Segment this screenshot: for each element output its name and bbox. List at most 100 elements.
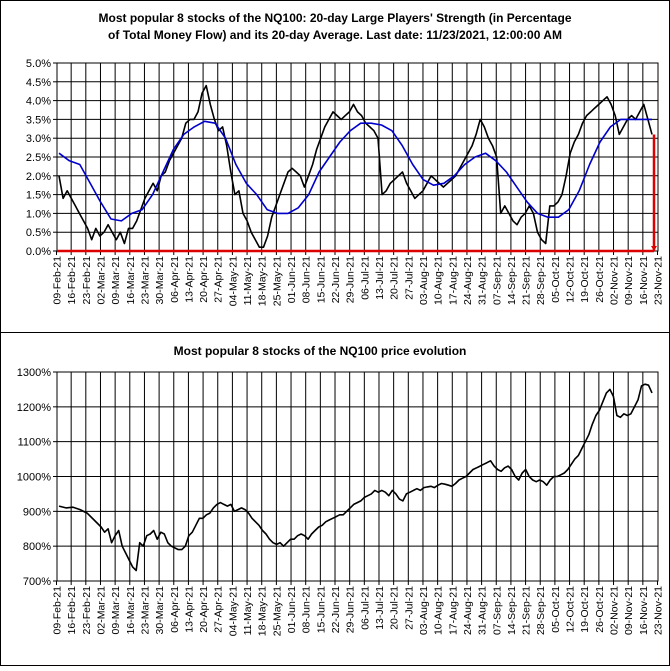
x-tick-label: 20-Jul-21	[389, 256, 401, 300]
x-tick-label: 18-May-21	[257, 256, 269, 306]
price-gridlines	[53, 371, 658, 585]
x-tick-label: 02-Mar-21	[95, 586, 107, 635]
x-tick-label: 04-May-21	[227, 586, 239, 636]
x-tick-label: 09-Feb-21	[52, 586, 64, 635]
y-tick-label: 1200%	[17, 402, 51, 414]
y-tick-label: 1.0%	[26, 208, 51, 220]
x-tick-label: 13-Jul-21	[374, 256, 386, 300]
y-tick-label: 5.0%	[26, 58, 51, 70]
x-tick-label: 15-Jun-21	[315, 256, 327, 303]
x-tick-label: 06-Apr-21	[169, 586, 181, 633]
y-tick-label: 2.5%	[26, 152, 51, 164]
y-tick-label: 1300%	[17, 367, 51, 379]
x-tick-label: 17-Aug-21	[447, 586, 459, 635]
x-tick-label: 16-Feb-21	[66, 586, 78, 635]
x-tick-label: 23-Mar-21	[139, 256, 151, 305]
x-tick-label: 16-Mar-21	[125, 586, 137, 635]
x-tick-label: 30-Mar-21	[154, 256, 166, 305]
x-tick-label: 23-Feb-21	[81, 586, 93, 635]
x-tick-label: 12-Oct-21	[565, 256, 577, 303]
x-tick-label: 19-Oct-21	[579, 256, 591, 303]
x-tick-label: 16-Mar-21	[125, 256, 137, 305]
price-chart: 700% 800% 900% 1000% 1100% 1200% 1300% 09-Feb-…	[17, 367, 665, 636]
x-tick-label: 20-Jul-21	[389, 586, 401, 630]
price-x-tick-labels: 09-Feb-21 16-Feb-21 23-Feb-21 02-Mar-21 09-M…	[52, 586, 665, 636]
series-line-price	[58, 383, 653, 572]
x-tick-label: 19-Oct-21	[579, 586, 591, 633]
x-tick-label: 29-Jun-21	[345, 256, 357, 303]
x-tick-label: 11-May-21	[242, 256, 254, 306]
x-tick-label: 03-Aug-21	[418, 586, 430, 635]
x-tick-label: 06-Jul-21	[359, 256, 371, 300]
x-tick-label: 17-Aug-21	[447, 256, 459, 305]
y-tick-label: 1.5%	[26, 190, 51, 202]
x-tick-label: 21-Sep-21	[521, 586, 533, 635]
x-tick-label: 05-Oct-21	[550, 586, 562, 633]
x-tick-label: 08-Jun-21	[301, 256, 313, 303]
x-tick-label: 24-Aug-21	[462, 586, 474, 635]
x-tick-label: 11-May-21	[242, 586, 254, 636]
x-tick-label: 02-Mar-21	[95, 256, 107, 305]
chart1-title-line1: Most popular 8 stocks of the NQ100: 20-d…	[99, 11, 572, 25]
strength-y-tick-labels: 0.0% 0.5% 1.0% 1.5% 2.0% 2.5% 3.0% 3.5% 4.0% 4.5%…	[26, 58, 51, 258]
x-tick-label: 16-Nov-21	[638, 586, 650, 635]
x-tick-label: 15-Jun-21	[315, 586, 327, 633]
y-tick-label: 2.0%	[26, 171, 51, 183]
y-tick-label: 1100%	[18, 437, 52, 449]
x-tick-label: 23-Mar-21	[139, 586, 151, 635]
y-tick-label: 1000%	[17, 472, 51, 484]
x-tick-label: 07-Sep-21	[491, 586, 503, 635]
x-tick-label: 20-Apr-21	[198, 586, 210, 633]
x-tick-label: 09-Feb-21	[52, 256, 64, 305]
x-tick-label: 22-Jun-21	[330, 256, 342, 303]
x-tick-label: 02-Nov-21	[609, 586, 621, 635]
x-tick-label: 16-Feb-21	[66, 256, 78, 305]
x-tick-label: 07-Sep-21	[491, 256, 503, 305]
x-tick-label: 27-Jul-21	[403, 586, 415, 630]
x-tick-label: 30-Mar-21	[154, 586, 166, 635]
chart2-title: Most popular 8 stocks of the NQ100 price…	[174, 344, 467, 358]
y-tick-label: 4.0%	[26, 96, 51, 108]
x-tick-label: 13-Apr-21	[183, 586, 195, 633]
x-tick-label: 08-Jun-21	[301, 586, 313, 633]
x-tick-label: 03-Aug-21	[418, 256, 430, 305]
x-tick-label: 23-Nov-21	[653, 256, 665, 305]
x-tick-label: 16-Nov-21	[638, 256, 650, 305]
strength-x-tick-labels: 09-Feb-21 16-Feb-21 23-Feb-21 02-Mar-21 09-M…	[52, 256, 665, 306]
x-tick-label: 23-Feb-21	[81, 256, 93, 305]
x-tick-label: 14-Sep-21	[506, 586, 518, 635]
y-tick-label: 900%	[23, 506, 51, 518]
x-tick-label: 25-May-21	[271, 586, 283, 636]
x-tick-label: 27-Apr-21	[213, 586, 225, 633]
x-tick-label: 25-May-21	[271, 256, 283, 306]
x-tick-label: 26-Oct-21	[594, 256, 606, 303]
x-tick-label: 14-Sep-21	[506, 256, 518, 305]
series-line-strength	[58, 84, 653, 248]
x-tick-label: 05-Oct-21	[550, 256, 562, 303]
x-tick-label: 09-Mar-21	[110, 256, 122, 305]
y-tick-label: 3.0%	[26, 133, 51, 145]
y-tick-label: 800%	[23, 541, 51, 553]
x-tick-label: 01-Jun-21	[286, 586, 298, 633]
x-tick-label: 27-Jul-21	[403, 256, 415, 300]
x-tick-label: 09-Mar-21	[110, 586, 122, 635]
x-tick-label: 10-Aug-21	[433, 586, 445, 635]
chart1-title-line2: of Total Money Flow) and its 20-day Aver…	[108, 28, 562, 42]
y-tick-label: 3.5%	[26, 114, 51, 126]
y-tick-label: 700%	[23, 576, 51, 588]
x-tick-label: 26-Oct-21	[594, 586, 606, 633]
price-series	[58, 383, 653, 572]
x-tick-label: 13-Apr-21	[183, 256, 195, 303]
x-tick-label: 06-Apr-21	[169, 256, 181, 303]
x-tick-label: 02-Nov-21	[609, 256, 621, 305]
strength-series	[57, 84, 657, 253]
x-tick-label: 29-Jun-21	[345, 586, 357, 633]
series-line-average	[58, 118, 652, 222]
x-tick-label: 28-Sep-21	[535, 586, 547, 635]
x-tick-label: 13-Jul-21	[374, 586, 386, 630]
y-tick-label: 0.5%	[26, 227, 51, 239]
x-tick-label: 31-Aug-21	[477, 256, 489, 305]
y-tick-label: 0.0%	[26, 246, 51, 258]
